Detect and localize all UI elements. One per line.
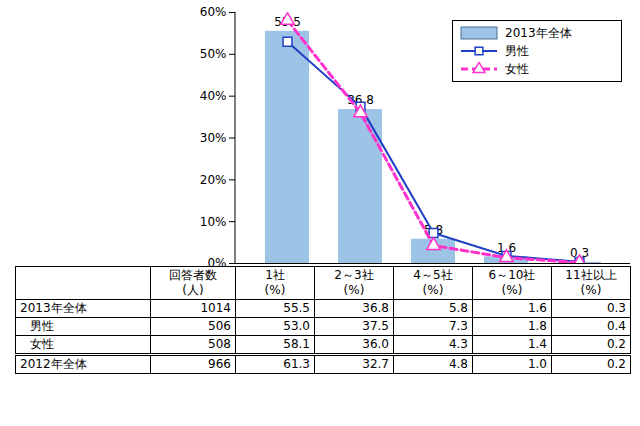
html-text:(人): (人) [182, 283, 204, 297]
svg-text:10%: 10% [200, 215, 227, 229]
html-text:6～10社: 6～10社 [488, 268, 536, 282]
html-text:回答者数: 回答者数 [169, 268, 217, 282]
html-text:36.0: 36.0 [362, 337, 389, 351]
svg-text:30%: 30% [200, 131, 227, 145]
svg-text:0%: 0% [207, 256, 227, 271]
html-text:2013年全体: 2013年全体 [20, 301, 87, 315]
html-text:4.3: 4.3 [448, 337, 468, 351]
html-text:女性: 女性 [30, 337, 54, 351]
html-text:0.3: 0.3 [606, 301, 626, 315]
html-text:0.2: 0.2 [606, 357, 626, 371]
html-text:1014: 1014 [200, 301, 231, 315]
svg-text:1.6: 1.6 [497, 240, 516, 255]
html-text:36.8: 36.8 [362, 301, 389, 315]
svg-text:55.5: 55.5 [274, 15, 301, 30]
html-text:1.0: 1.0 [527, 357, 547, 371]
html-text:0.2: 0.2 [606, 337, 626, 351]
html-text:5.8: 5.8 [448, 301, 468, 315]
html-text:506: 506 [208, 319, 231, 333]
html-text:男性: 男性 [30, 319, 54, 333]
html-text:55.5: 55.5 [283, 301, 310, 315]
html-text:4.8: 4.8 [448, 357, 468, 371]
svg-text:36.8: 36.8 [347, 93, 374, 108]
html-text:508: 508 [208, 337, 231, 351]
html-text:男性: 男性 [505, 43, 529, 58]
html-text:11社以上: 11社以上 [565, 268, 617, 282]
html-text:女性: 女性 [505, 61, 529, 76]
svg-text:20%: 20% [200, 173, 227, 187]
html-text:4～5社: 4～5社 [413, 268, 453, 282]
html-text:2～3社: 2～3社 [334, 268, 374, 282]
html-text:58.1: 58.1 [283, 337, 310, 351]
html-text:1.6: 1.6 [527, 301, 547, 315]
html-text:7.3: 7.3 [448, 319, 468, 333]
html-text:0.4: 0.4 [606, 319, 626, 333]
svg-text:5.8: 5.8 [424, 223, 443, 238]
html-text:53.0: 53.0 [283, 319, 310, 333]
html-text:2013年全体: 2013年全体 [505, 25, 572, 40]
svg-text:40%: 40% [200, 89, 227, 103]
svg-text:0.3: 0.3 [570, 246, 589, 261]
html-text:2012年全体: 2012年全体 [20, 357, 87, 371]
html-text:1社: 1社 [265, 268, 285, 282]
html-text:37.5: 37.5 [362, 319, 389, 333]
html-text:32.7: 32.7 [362, 357, 389, 371]
html-text:1.4: 1.4 [527, 337, 547, 351]
html-text:966: 966 [208, 357, 231, 371]
html-text:1.8: 1.8 [527, 319, 547, 333]
svg-text:50%: 50% [200, 47, 227, 61]
svg-text:60%: 60% [200, 5, 227, 19]
html-text:61.3: 61.3 [283, 357, 310, 371]
